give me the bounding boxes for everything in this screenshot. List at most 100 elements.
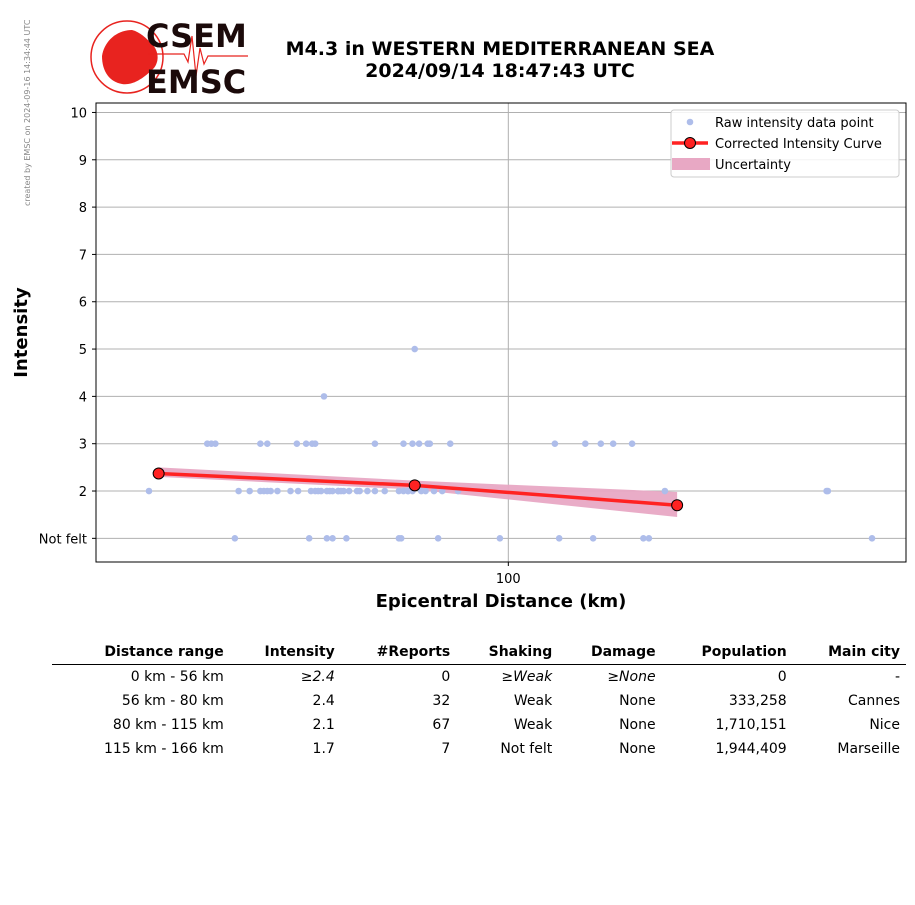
cell-population: 0 — [777, 669, 787, 685]
raw-data-point — [395, 487, 403, 495]
raw-data-point — [371, 487, 379, 495]
cell-intensity: 1.7 — [312, 741, 335, 757]
raw-data-point — [555, 535, 563, 542]
raw-data-point — [235, 487, 242, 495]
cell-reports: 67 — [432, 717, 451, 733]
raw-data-point — [317, 487, 325, 495]
raw-data-point — [323, 535, 331, 542]
intensity-table: Distance range Intensity #Reports Shakin… — [52, 641, 906, 761]
cell-shaking: ≥Weak — [501, 669, 553, 685]
y-axis-label: Intensity — [11, 287, 32, 378]
raw-data-point — [496, 535, 504, 542]
emsc-logo: CSEM EMSC — [90, 17, 248, 98]
cell-intensity: ≥2.4 — [300, 669, 335, 685]
cell-city: Marseille — [837, 741, 900, 757]
y-tick-label: 6 — [79, 296, 87, 311]
raw-data-point — [257, 440, 264, 448]
col-intensity: Intensity — [229, 641, 341, 665]
cell-distance: 115 km - 166 km — [104, 741, 224, 757]
col-reports: #Reports — [340, 641, 457, 665]
raw-data-point — [231, 535, 239, 542]
y-tick-label: 7 — [79, 248, 87, 263]
raw-data-point — [364, 487, 371, 495]
raw-data-point — [356, 487, 363, 495]
raw-data-point — [145, 487, 153, 495]
table-row: 80 km - 115 km 2.1 67 Weak None 1,710,15… — [52, 713, 906, 737]
raw-data-point — [582, 440, 589, 448]
cell-city: Cannes — [847, 693, 900, 709]
raw-data-point — [400, 440, 407, 448]
x-axis-label: Epicentral Distance (km) — [376, 591, 627, 612]
col-distance-range: Distance range — [52, 641, 230, 665]
cell-shaking: Weak — [513, 717, 553, 733]
cell-damage: None — [619, 693, 656, 709]
raw-data-point — [340, 487, 347, 495]
cell-population: 1,944,409 — [715, 741, 787, 757]
raw-data-point — [597, 440, 605, 448]
cell-shaking: Weak — [513, 693, 553, 709]
legend: Raw intensity data point Corrected Intens… — [670, 109, 900, 178]
legend-entry: Corrected Intensity Curve — [715, 137, 882, 152]
logo-emsc-text: EMSC — [146, 63, 246, 98]
legend-entry: Raw intensity data point — [715, 116, 874, 131]
table-row: 56 km - 80 km 2.4 32 Weak None 333,258 C… — [52, 689, 906, 713]
y-tick-label: 8 — [79, 201, 87, 216]
y-tick-label: 3 — [79, 438, 87, 453]
raw-data-point — [824, 487, 832, 495]
raw-data-point — [415, 440, 423, 448]
cell-distance: 56 km - 80 km — [121, 693, 224, 709]
cell-shaking: Not felt — [500, 741, 553, 757]
table-header-row: Distance range Intensity #Reports Shakin… — [52, 641, 906, 665]
cell-reports: 7 — [441, 741, 451, 757]
raw-data-point — [311, 440, 319, 448]
raw-data-point — [409, 440, 416, 448]
logo-csem-text: CSEM — [146, 17, 247, 55]
cell-damage: None — [619, 717, 656, 733]
col-damage: Damage — [558, 641, 662, 665]
y-tick-label: 10 — [70, 106, 87, 121]
y-tick-label: 2 — [79, 485, 87, 500]
legend-raw-marker — [686, 118, 694, 126]
cell-damage: None — [619, 741, 656, 757]
raw-data-point — [212, 440, 219, 448]
raw-data-point — [246, 487, 253, 495]
cell-intensity: 2.4 — [312, 693, 335, 709]
raw-data-point — [868, 535, 876, 542]
x-tick-label: 100 — [496, 572, 521, 587]
raw-data-point — [645, 535, 653, 542]
curve-marker — [152, 467, 165, 480]
raw-data-point — [589, 535, 597, 542]
intensity-chart: Not felt 2 3 4 5 6 7 8 9 10 100 Epicentral Distance… — [11, 102, 907, 612]
title-line2: 2024/09/14 18:47:43 UTC — [365, 60, 635, 82]
table-row: 0 km - 56 km ≥2.4 0 ≥Weak ≥None 0 - — [52, 665, 906, 690]
raw-data-point — [293, 440, 301, 448]
raw-data-point — [329, 535, 336, 542]
raw-data-point — [343, 535, 350, 542]
raw-data-point — [329, 487, 336, 495]
legend-uncertainty-swatch — [672, 158, 710, 170]
cell-population: 333,258 — [728, 693, 787, 709]
legend-box — [670, 109, 900, 178]
raw-data-point — [430, 487, 438, 495]
raw-data-point — [434, 535, 442, 542]
raw-data-point — [397, 535, 405, 542]
raw-data-point — [446, 440, 454, 448]
raw-data-point — [661, 487, 669, 495]
legend-curve-marker — [684, 137, 696, 149]
raw-data-point — [426, 440, 434, 448]
raw-data-point — [320, 393, 328, 400]
title-line1: M4.3 in WESTERN MEDITERRANEAN SEA — [285, 38, 715, 60]
raw-data-point — [302, 440, 310, 448]
col-shaking: Shaking — [456, 641, 559, 665]
cell-damage: ≥None — [607, 669, 656, 685]
y-tick-label: 5 — [79, 343, 87, 358]
y-tick-label: 4 — [79, 390, 87, 405]
raw-data-point — [274, 487, 281, 495]
raw-data-point — [411, 345, 419, 353]
col-population: Population — [661, 641, 793, 665]
raw-data-point — [640, 535, 647, 542]
raw-data-point — [305, 535, 313, 542]
cell-population: 1,710,151 — [715, 717, 787, 733]
cell-distance: 0 km - 56 km — [130, 669, 224, 685]
cell-intensity: 2.1 — [312, 717, 335, 733]
